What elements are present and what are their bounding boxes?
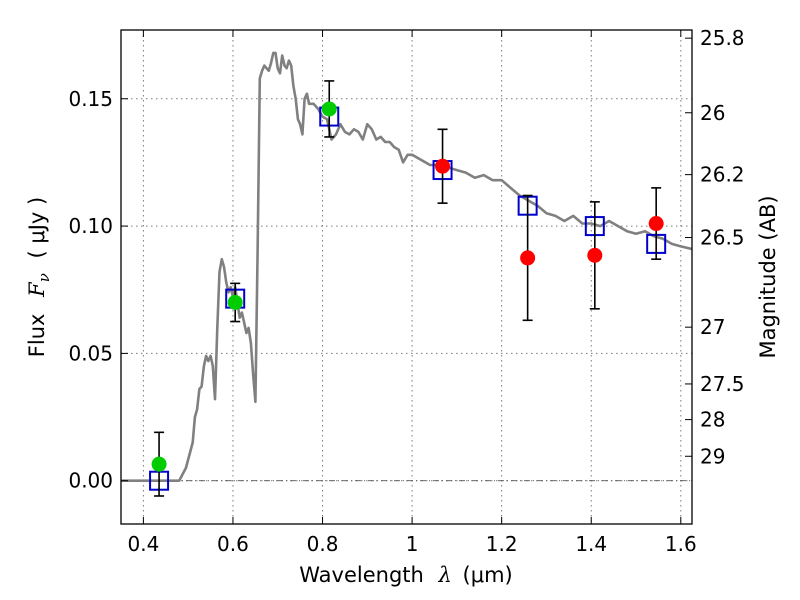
x-tick-label: 0.8 bbox=[307, 532, 339, 556]
x-tick-label: 0.4 bbox=[127, 532, 159, 556]
y-tick-label: 0.10 bbox=[68, 214, 113, 238]
model-spectrum-line bbox=[121, 51, 693, 482]
x-tick-label: 1.6 bbox=[665, 532, 697, 556]
y-tick-label: 0.05 bbox=[68, 341, 113, 365]
observed-flux-point bbox=[151, 456, 167, 472]
x-axis-title: Wavelength λ (μm) bbox=[299, 563, 512, 587]
y-axis-title-symbol: F bbox=[25, 281, 49, 298]
magnitude-tick-label: 26.5 bbox=[700, 226, 745, 250]
y-axis-title-unit: ( μJy ) bbox=[25, 197, 49, 259]
magnitude-tick-label: 29 bbox=[700, 444, 725, 468]
magnitude-tick-label: 27 bbox=[700, 315, 725, 339]
x-tick-label: 1 bbox=[406, 532, 419, 556]
y-tick-label: 0.15 bbox=[68, 87, 113, 111]
x-tick-label: 1.4 bbox=[575, 532, 607, 556]
y-axis-title: Flux Fν ( μJy ) bbox=[25, 197, 54, 357]
magnitude-tick-label: 26.2 bbox=[700, 163, 745, 187]
x-tick-label: 0.6 bbox=[217, 532, 249, 556]
grid bbox=[121, 30, 692, 524]
observed-flux-point bbox=[321, 101, 337, 117]
x-axis-title-unit: (μm) bbox=[463, 563, 513, 587]
plot-frame bbox=[120, 29, 693, 525]
observed-flux-point bbox=[435, 158, 451, 174]
series-layer bbox=[121, 51, 693, 497]
y-axis-title-text: Flux bbox=[25, 314, 49, 358]
y-tick-label: 0.00 bbox=[68, 469, 113, 493]
ticks: 0.4 0.6 0.8 1 1.2 1.4 1.6 0.00 0.05 0.10 0.15 25.8 2… bbox=[68, 26, 744, 556]
observed-flux-point bbox=[520, 250, 536, 266]
magnitude-tick-label: 28 bbox=[700, 408, 725, 432]
observed-flux-point bbox=[587, 247, 603, 263]
magnitude-tick-label: 27.5 bbox=[700, 372, 745, 396]
observed-flux-point bbox=[648, 216, 664, 232]
observed-flux-point bbox=[227, 294, 243, 310]
x-axis-title-text: Wavelength bbox=[299, 563, 424, 587]
x-tick-label: 1.2 bbox=[486, 532, 518, 556]
y2-axis-title: Magnitude (AB) bbox=[756, 195, 780, 358]
magnitude-tick-label: 26 bbox=[700, 101, 725, 125]
x-axis-title-symbol: λ bbox=[438, 563, 452, 587]
magnitude-tick-label: 25.8 bbox=[700, 26, 745, 50]
y-axis-title-subscript: ν bbox=[35, 273, 53, 282]
